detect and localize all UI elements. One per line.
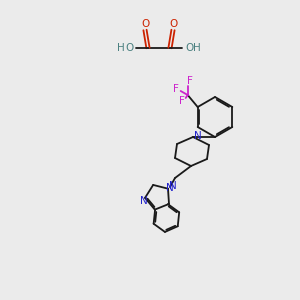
Text: H: H	[117, 43, 125, 53]
Text: N: N	[140, 196, 148, 206]
Text: F: F	[187, 76, 193, 86]
Text: H: H	[193, 43, 201, 53]
Text: O: O	[125, 43, 133, 53]
Text: N: N	[166, 183, 174, 193]
Text: N: N	[169, 181, 177, 191]
Text: O: O	[185, 43, 193, 53]
Text: F: F	[173, 84, 178, 94]
Text: O: O	[141, 19, 149, 29]
Text: O: O	[169, 19, 177, 29]
Text: N: N	[194, 131, 202, 141]
Text: F: F	[179, 96, 184, 106]
